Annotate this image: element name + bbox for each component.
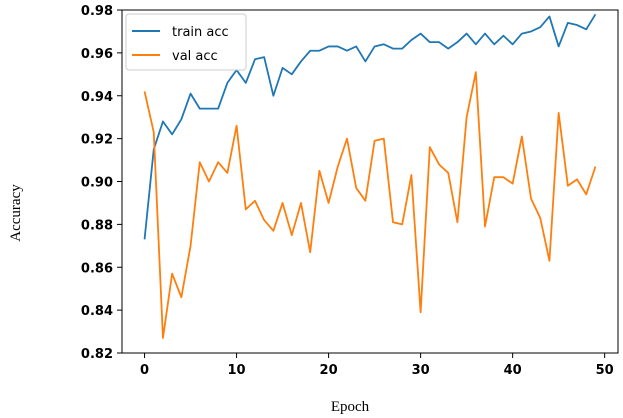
y-tick-label: 0.96 bbox=[81, 47, 113, 62]
y-tick-label: 0.98 bbox=[81, 4, 113, 19]
x-tick-label: 50 bbox=[596, 363, 614, 378]
x-tick-label: 20 bbox=[320, 363, 338, 378]
y-tick-label: 0.90 bbox=[81, 176, 113, 191]
y-tick-label: 0.82 bbox=[81, 347, 113, 362]
series-line-val-acc bbox=[145, 72, 596, 338]
x-tick-label: 10 bbox=[228, 363, 246, 378]
x-tick-label: 40 bbox=[504, 363, 522, 378]
y-ticks: 0.82 0.84 0.86 0.88 0.90 0.92 0.94 0.96 0.98 bbox=[81, 4, 122, 362]
y-tick-label: 0.84 bbox=[81, 304, 113, 319]
x-tick-label: 30 bbox=[412, 363, 430, 378]
legend-label-val-acc: val acc bbox=[172, 49, 218, 64]
legend-label-train-acc: train acc bbox=[172, 25, 229, 40]
x-ticks: 0 10 20 30 40 50 bbox=[140, 353, 614, 378]
y-tick-label: 0.86 bbox=[81, 261, 113, 276]
legend: train acc val acc bbox=[126, 14, 246, 70]
y-tick-label: 0.92 bbox=[81, 133, 113, 148]
y-axis-title: Accuracy bbox=[8, 184, 24, 242]
x-tick-label: 0 bbox=[140, 363, 149, 378]
y-tick-label: 0.88 bbox=[81, 218, 113, 233]
x-axis-title: Epoch bbox=[331, 399, 370, 415]
y-tick-label: 0.94 bbox=[81, 90, 113, 105]
